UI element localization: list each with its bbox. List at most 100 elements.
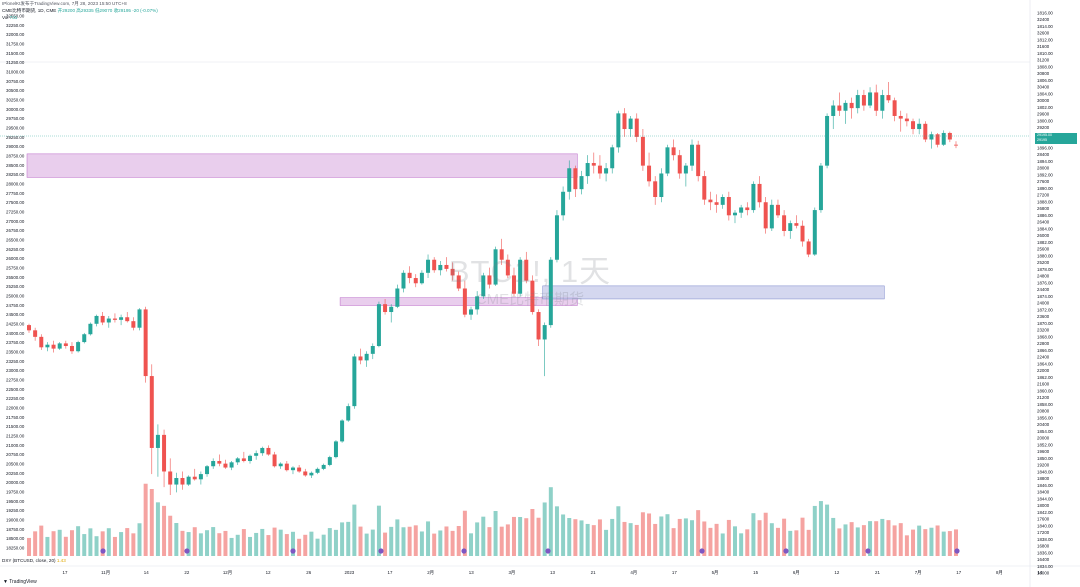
volume-bar [223, 530, 228, 556]
indicator-legend[interactable]: DXY (BTCUSD, close, 20) 1.43 [2, 558, 66, 563]
x-axis-tick: 17 [956, 570, 961, 575]
volume-bar [45, 536, 50, 556]
right-axis-tick: 1866.00 [1037, 348, 1053, 353]
tradingview-brand[interactable]: ▼ TradingView [3, 579, 37, 585]
candle-body [346, 406, 351, 421]
current-price-tag: 29195.00 29195 [1035, 133, 1077, 144]
candle-body [800, 225, 805, 242]
candle-body [57, 343, 62, 349]
volume-bar [585, 523, 590, 556]
candle-body [954, 144, 958, 146]
volume-bar [849, 522, 854, 556]
right-axis-tick: 16000 [1037, 571, 1050, 576]
x-axis-tick: 17 [388, 570, 393, 575]
left-axis-tick: 20250.00 [6, 471, 25, 476]
candle-body [192, 476, 197, 480]
volume-bar [610, 518, 615, 556]
volume-bar [241, 529, 246, 556]
volume-bar [106, 528, 111, 556]
left-axis-tick: 24250.00 [6, 322, 25, 327]
candle-body [880, 95, 885, 111]
candle-body [554, 215, 559, 260]
right-axis-tick: 29200 [1037, 125, 1050, 130]
right-axis-tick: 1852.00 [1037, 442, 1053, 447]
right-axis-tick: 31600 [1037, 44, 1050, 49]
candle-body [481, 275, 486, 297]
volume-bar [248, 536, 253, 556]
candle-body [794, 223, 799, 226]
right-axis-tick: 19600 [1037, 449, 1050, 454]
candle-body [149, 376, 154, 448]
event-marker-icon [545, 548, 551, 554]
candle-body [573, 168, 578, 190]
volume-bar [284, 534, 289, 556]
left-axis-tick: 32000.00 [6, 32, 25, 37]
candle-body [714, 202, 719, 205]
volume-bar [143, 483, 148, 556]
volume-bar [714, 523, 719, 556]
x-axis-tick: 2023 [344, 570, 354, 575]
volume-bar [401, 527, 406, 556]
volume-bar [505, 524, 510, 556]
x-axis-tick: 22 [184, 570, 189, 575]
volume-bar [389, 526, 394, 556]
right-axis-tick: 22800 [1037, 341, 1050, 346]
candle-body [119, 317, 124, 320]
right-axis-tick: 1858.00 [1037, 402, 1053, 407]
right-axis-tick: 1886.00 [1037, 213, 1053, 218]
volume-bar [720, 533, 725, 556]
candle-body [597, 165, 602, 174]
symbol-name[interactable]: CME比特币期货, 1D, CME [2, 8, 57, 13]
right-axis-tick: 1814.00 [1037, 24, 1053, 29]
left-axis-tick: 21500.00 [6, 424, 25, 429]
volume-legend: Vol 731 [2, 15, 17, 21]
volume-bar [419, 531, 424, 556]
left-axis-tick: 30000.00 [6, 107, 25, 112]
left-axis-tick: 19000.00 [6, 518, 25, 523]
right-axis-tick: 23200 [1037, 328, 1050, 333]
volume-bar [702, 521, 707, 556]
candle-body [616, 113, 621, 148]
zone-rect [26, 153, 578, 178]
volume-bar [211, 527, 216, 556]
right-axis-tick: 1838.00 [1037, 537, 1053, 542]
candle-body [518, 259, 523, 294]
candle-body [462, 288, 467, 315]
left-axis-tick: 28500.00 [6, 163, 25, 168]
left-axis-tick: 20750.00 [6, 452, 25, 457]
candle-body [505, 259, 510, 276]
candle-body [333, 441, 338, 458]
left-axis-tick: 32550.00 [6, 14, 25, 19]
candle-body [438, 264, 443, 271]
volume-bar [812, 505, 817, 556]
right-axis-tick: 29600 [1037, 112, 1050, 117]
candle-body [39, 336, 44, 348]
volume-bar [432, 533, 437, 556]
zones [26, 153, 885, 306]
left-axis-tick: 24500.00 [6, 312, 25, 317]
volume-bar [57, 529, 62, 556]
right-axis-tick: 1880.00 [1037, 253, 1053, 258]
candle-body [751, 183, 756, 211]
volume-bar [358, 526, 363, 556]
volume-bar [376, 505, 381, 556]
right-axis-tick: 16800 [1037, 544, 1050, 549]
right-axis-tick: 27600 [1037, 179, 1050, 184]
candle-body [917, 123, 922, 130]
volume-bar [198, 533, 203, 556]
candle-body [628, 118, 633, 130]
volume-bar [634, 524, 639, 556]
left-axis-tick: 25250.00 [6, 284, 25, 289]
right-axis-tick: 19200 [1037, 463, 1050, 468]
candle-body [499, 249, 504, 260]
candle-body [352, 356, 357, 407]
volume-bar [904, 535, 909, 556]
candle-body [763, 202, 768, 229]
candle-body [198, 474, 203, 480]
volume-label[interactable]: Vol [2, 15, 9, 20]
x-axis-tick: 12 [266, 570, 271, 575]
candle-body [217, 461, 222, 464]
right-axis-tick: 1872.00 [1037, 307, 1053, 312]
candle-body [622, 113, 627, 130]
